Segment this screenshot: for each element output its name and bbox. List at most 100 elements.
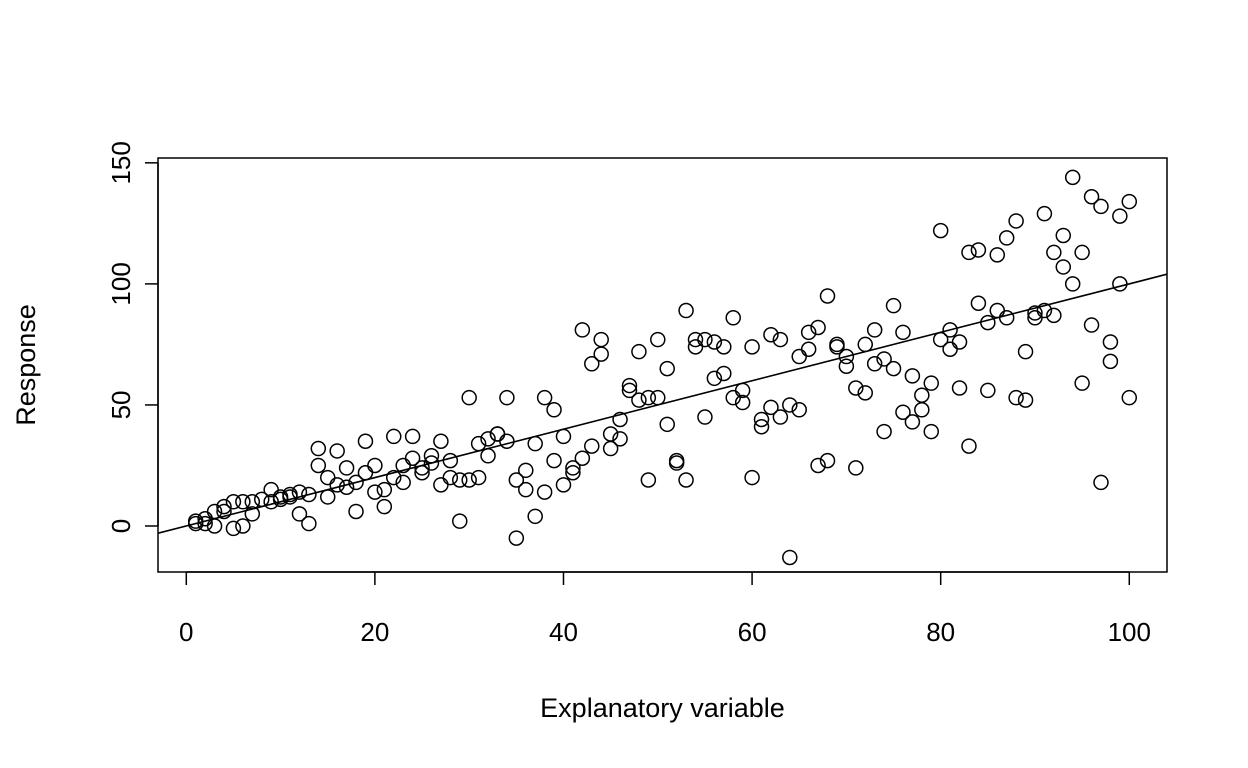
- data-point: [772, 331, 789, 348]
- data-point: [810, 319, 826, 336]
- data-point: [772, 409, 789, 425]
- data-point: [1064, 276, 1081, 292]
- data-point: [216, 503, 232, 520]
- data-point: [697, 331, 713, 348]
- data-point: [970, 242, 987, 258]
- data-point: [980, 314, 996, 331]
- data-point: [1112, 208, 1128, 224]
- data-point: [395, 474, 411, 491]
- data-point: [876, 351, 892, 367]
- data-point: [546, 402, 562, 418]
- x-tick-label: 80: [926, 617, 955, 647]
- data-point: [319, 469, 336, 486]
- data-point: [1112, 276, 1128, 292]
- data-point: [329, 477, 345, 493]
- data-point: [584, 356, 600, 372]
- data-point: [244, 506, 261, 522]
- data-point: [348, 474, 364, 491]
- data-point: [499, 433, 515, 450]
- data-point: [961, 244, 977, 261]
- data-point: [1046, 307, 1062, 324]
- data-point: [376, 498, 393, 515]
- data-point: [942, 341, 958, 358]
- data-point: [961, 438, 977, 454]
- data-point: [1102, 353, 1119, 370]
- data-point: [980, 382, 996, 399]
- data-point: [716, 365, 732, 382]
- data-point: [716, 339, 732, 355]
- data-point: [423, 448, 440, 464]
- data-point: [291, 506, 308, 522]
- data-point: [404, 450, 421, 466]
- data-point: [1074, 244, 1090, 261]
- data-point: [904, 414, 921, 430]
- data-point: [206, 503, 223, 520]
- data-point: [452, 513, 468, 529]
- data-point: [1055, 259, 1072, 275]
- data-point: [319, 489, 336, 505]
- data-point: [329, 443, 345, 459]
- data-point: [565, 460, 581, 476]
- data-point: [1102, 334, 1119, 350]
- data-point: [338, 460, 355, 476]
- data-point: [282, 486, 298, 503]
- data-point: [923, 423, 940, 440]
- x-axis-title: Explanatory variable: [540, 693, 785, 723]
- data-point: [385, 469, 402, 486]
- data-point: [989, 302, 1006, 319]
- data-point: [1083, 317, 1100, 333]
- data-point: [895, 324, 911, 341]
- data-point: [1017, 343, 1034, 360]
- data-point: [725, 310, 741, 326]
- data-point: [810, 457, 826, 474]
- x-tick-label: 100: [1108, 617, 1151, 647]
- data-point: [348, 503, 364, 520]
- data-point: [829, 336, 845, 353]
- data-point: [470, 469, 487, 486]
- data-point: [631, 343, 647, 360]
- data-point: [857, 385, 873, 401]
- data-point: [904, 368, 921, 384]
- data-point: [461, 472, 477, 488]
- data-point: [932, 222, 949, 239]
- data-point: [367, 457, 383, 474]
- data-point: [291, 484, 308, 500]
- data-point: [301, 486, 317, 503]
- data-point: [612, 411, 628, 428]
- data-point: [753, 418, 770, 435]
- data-point: [838, 348, 855, 365]
- data-point: [508, 530, 525, 546]
- data-point: [508, 472, 525, 488]
- data-point: [470, 435, 487, 452]
- data-point: [527, 435, 543, 452]
- data-point: [584, 438, 600, 454]
- data-point: [744, 469, 760, 486]
- data-point: [866, 356, 883, 372]
- data-point: [659, 416, 675, 433]
- data-point: [574, 450, 591, 466]
- data-point: [678, 302, 694, 319]
- data-point: [357, 433, 374, 450]
- data-point: [612, 431, 628, 447]
- data-point: [216, 498, 232, 515]
- data-point: [225, 494, 242, 510]
- data-point: [357, 464, 374, 481]
- data-point: [206, 518, 223, 534]
- data-point: [650, 389, 666, 406]
- data-point: [1121, 193, 1138, 210]
- plot-area: [157, 157, 1168, 573]
- data-point: [527, 508, 543, 525]
- data-point: [385, 428, 402, 445]
- data-point: [989, 247, 1006, 263]
- data-point: [668, 455, 685, 471]
- data-point: [197, 515, 213, 532]
- data-point: [1017, 392, 1034, 408]
- data-point: [819, 452, 836, 469]
- data-point: [791, 348, 807, 365]
- data-point: [923, 375, 940, 391]
- data-point: [536, 484, 553, 500]
- data-point: [885, 360, 902, 377]
- data-point: [593, 346, 609, 362]
- x-axis: 0 20 40 60 80 100: [179, 571, 1151, 647]
